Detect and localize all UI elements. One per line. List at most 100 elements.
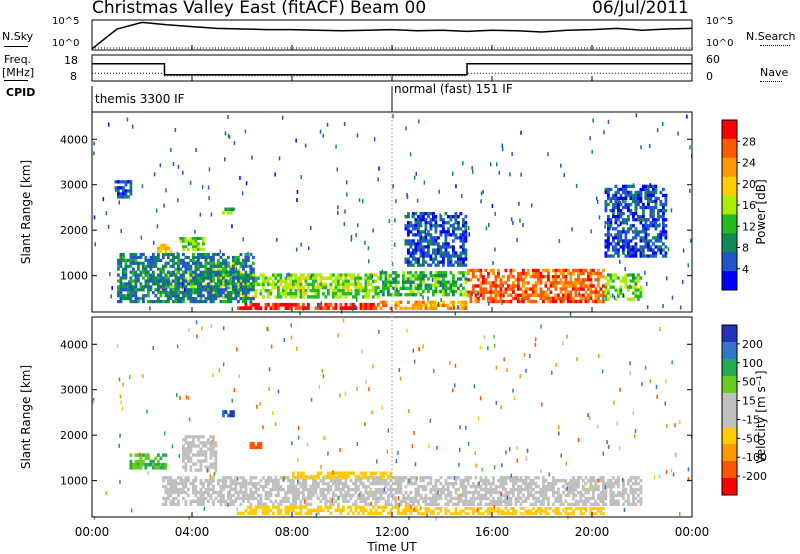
power-echo-cell-8 [234,285,238,289]
power-echo-cell-14 [604,205,608,210]
velocity-echo-cell-0 [297,493,300,498]
velocity-echo-cell-3 [534,512,538,516]
velocity-echo-noise-point [371,410,373,415]
velocity-echo-cell-0 [304,482,308,486]
power-echo-cell-14 [647,199,650,204]
velocity-echo-cell-5 [337,475,340,479]
velocity-echo-cell-3 [469,507,473,510]
velocity-echo-cell-0 [369,482,373,486]
power-echo-cell-8 [119,255,123,260]
velocity-echo-cell-0 [632,482,635,486]
power-echo-cell-0 [329,302,333,307]
power-echo-noise-point [455,184,457,189]
power-echo-cell-7 [437,274,440,278]
velocity-echo-cell-0 [164,502,168,506]
velocity-echo-cell-0 [479,487,483,492]
velocity-echo-cell-2 [329,505,333,509]
power-echo-cell-7 [439,274,443,278]
power-echo-cell-2 [539,296,543,301]
velocity-echo-cell-0 [629,479,633,483]
velocity-echo-cell-3 [544,509,548,513]
power-echo-cell-14 [639,199,643,204]
velocity-echo-cell-0 [467,490,470,495]
velocity-echo-cell-0 [252,493,255,498]
velocity-echo-cell-0 [532,502,535,506]
power-echo-cell-14 [647,242,650,246]
power-echo-cell-2 [497,271,500,276]
power-echo-cell-7 [459,271,463,275]
velocity-echo-cell-3 [519,507,523,510]
nave-line [92,72,692,77]
velocity-echo-cell-0 [294,502,298,506]
velocity-echo-cell-0 [352,493,355,498]
velocity-echo-cell-3 [489,512,493,516]
velocity-echo-cell-4 [152,466,155,470]
power-echo-cell-2 [492,299,495,304]
velocity-echo-cell-3 [554,509,558,513]
power-echo-cell-6 [307,295,310,299]
power-echo-cell-6 [292,279,295,283]
velocity-echo-cell-0 [167,482,170,486]
power-echo-cell-3 [612,273,615,277]
velocity-echo-cell-0 [397,476,400,480]
power-echo-cell-6 [294,276,298,280]
power-echo-cell-3 [604,297,608,301]
velocity-echo-cell-0 [244,496,248,501]
power-echo-cell-14 [657,209,660,213]
velocity-echo-cell-2 [354,508,358,512]
velocity-echo-cell-1 [187,441,190,445]
power-echo-cell-13 [407,242,410,246]
power-echo-cell-13 [419,230,423,234]
velocity-echo-cell-0 [357,496,360,501]
velocity-echo-cell-3 [599,509,603,513]
velocity-echo-cell-0 [617,482,620,486]
power-echo-noise-point [414,256,416,261]
power-echo-cell-14 [604,209,608,213]
velocity-echo-cell-0 [197,490,200,495]
power-echo-cell-7 [407,293,410,297]
power-echo-noise-point [302,306,305,311]
power-echo-cell-8 [179,282,183,286]
velocity-echo-noise-point [116,344,119,349]
power-echo-noise-point [224,131,227,136]
power-echo-cell-6 [322,285,325,290]
power-echo-noise-point [163,203,165,208]
power-echo-cell-6 [284,285,288,290]
velocity-echo-cell-0 [259,502,263,506]
power-echo-cell-6 [374,279,378,283]
power-echo-noise-point [682,248,685,253]
velocity-echo-cell-0 [307,476,310,480]
power-echo-cell-14 [614,242,618,246]
power-echo-cell-8 [252,276,255,280]
power-echo-cell-2 [534,299,538,304]
power-echo-cell-8 [197,279,200,283]
power-echo-cell-6 [287,285,290,290]
power-echo-cell-2 [479,281,483,285]
velocity-echo-cell-1 [187,447,190,451]
power-echo-cell-6 [307,276,310,280]
power-echo-cell-8 [239,273,243,277]
velocity-echo-cell-0 [207,479,210,483]
power-echo-cell-2 [542,296,545,301]
power-echo-cell-8 [119,285,123,289]
velocity-echo-cell-0 [507,476,510,480]
power-echo-cell-13 [462,239,465,243]
power-echo-cell-7 [442,283,445,287]
power-echo-cell-8 [217,276,220,280]
velocity-echo-cell-6 [232,413,235,418]
power-echo-cell-8 [194,297,198,301]
velocity-echo-cell-0 [554,479,558,483]
power-echo-cell-14 [649,224,653,228]
power-echo-cell-2 [552,299,555,304]
power-echo-noise-point [646,281,648,286]
power-echo-noise-point [308,246,310,251]
velocity-echo-cell-1 [202,435,205,439]
power-echo-noise-point [337,205,339,210]
power-echo-cell-7 [432,293,435,297]
ytick-label: 1000 [60,270,88,283]
velocity-echo-cell-3 [524,512,528,516]
velocity-echo-cell-1 [214,459,218,463]
power-echo-noise-point [646,305,649,310]
power-echo-cell-14 [632,224,635,228]
power-echo-cell-6 [329,273,333,277]
